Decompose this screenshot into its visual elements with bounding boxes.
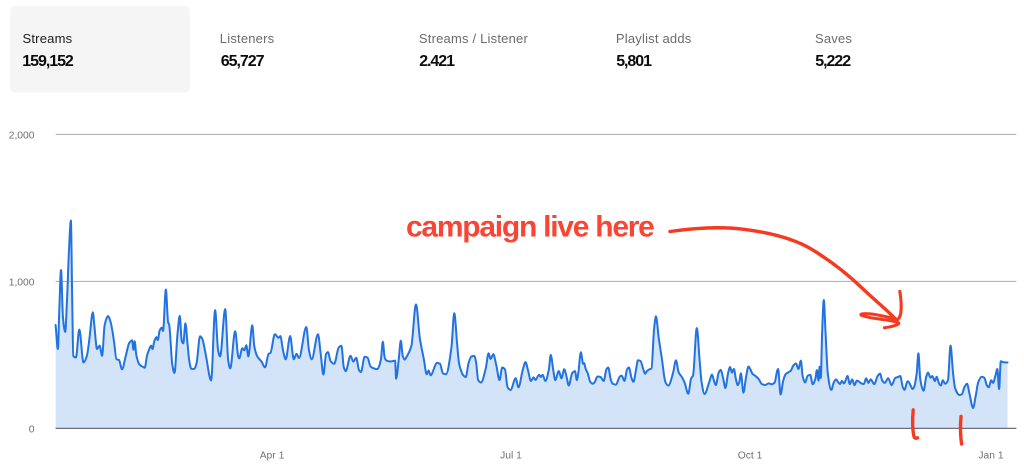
svg-text:Jan 1: Jan 1 — [978, 451, 1003, 462]
svg-text:1,000: 1,000 — [9, 277, 35, 288]
svg-text:Streams: Streams — [23, 31, 73, 46]
svg-text:65,727: 65,727 — [221, 53, 265, 70]
svg-text:0: 0 — [29, 424, 35, 435]
svg-text:Apr 1: Apr 1 — [260, 451, 285, 462]
svg-text:Streams / Listener: Streams / Listener — [419, 31, 529, 46]
svg-text:2.421: 2.421 — [419, 53, 455, 70]
svg-text:campaign live here: campaign live here — [406, 211, 654, 244]
svg-text:Saves: Saves — [815, 31, 852, 46]
svg-text:Listeners: Listeners — [220, 31, 275, 46]
svg-text:2,000: 2,000 — [9, 130, 35, 141]
svg-text:159,152: 159,152 — [22, 53, 74, 70]
svg-text:Playlist adds: Playlist adds — [616, 31, 692, 46]
svg-text:5,801: 5,801 — [616, 53, 652, 70]
svg-text:Jul 1: Jul 1 — [500, 451, 522, 462]
svg-text:5,222: 5,222 — [815, 53, 851, 70]
svg-text:Oct 1: Oct 1 — [738, 451, 763, 462]
